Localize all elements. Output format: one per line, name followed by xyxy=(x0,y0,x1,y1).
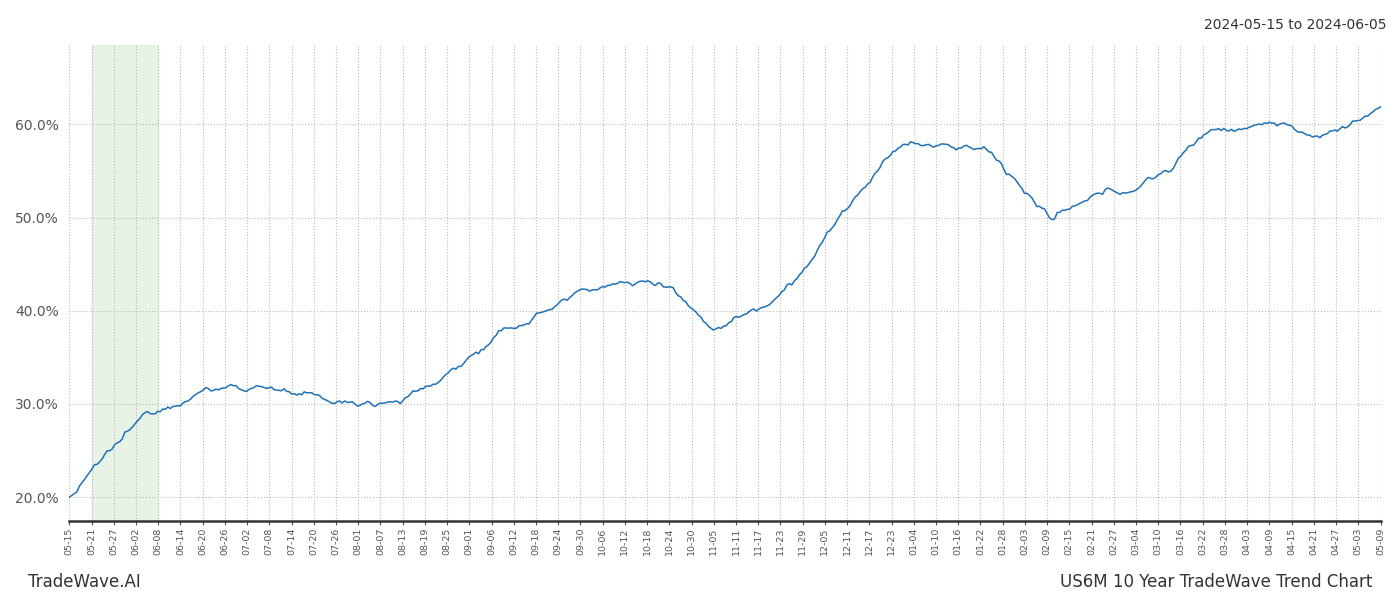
Text: TradeWave.AI: TradeWave.AI xyxy=(28,573,141,591)
Bar xyxy=(91,45,158,521)
Text: US6M 10 Year TradeWave Trend Chart: US6M 10 Year TradeWave Trend Chart xyxy=(1060,573,1372,591)
Text: 2024-05-15 to 2024-06-05: 2024-05-15 to 2024-06-05 xyxy=(1204,18,1386,32)
